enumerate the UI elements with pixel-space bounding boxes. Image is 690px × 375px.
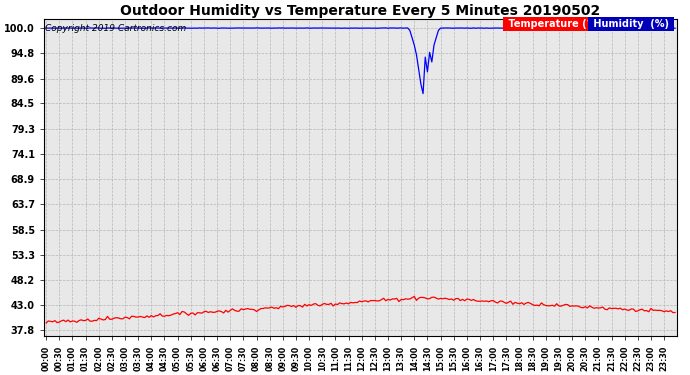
Text: Copyright 2019 Cartronics.com: Copyright 2019 Cartronics.com (46, 24, 186, 33)
Title: Outdoor Humidity vs Temperature Every 5 Minutes 20190502: Outdoor Humidity vs Temperature Every 5 … (121, 4, 601, 18)
Text: Humidity  (%): Humidity (%) (590, 20, 672, 29)
Text: Temperature (°F): Temperature (°F) (505, 20, 606, 29)
